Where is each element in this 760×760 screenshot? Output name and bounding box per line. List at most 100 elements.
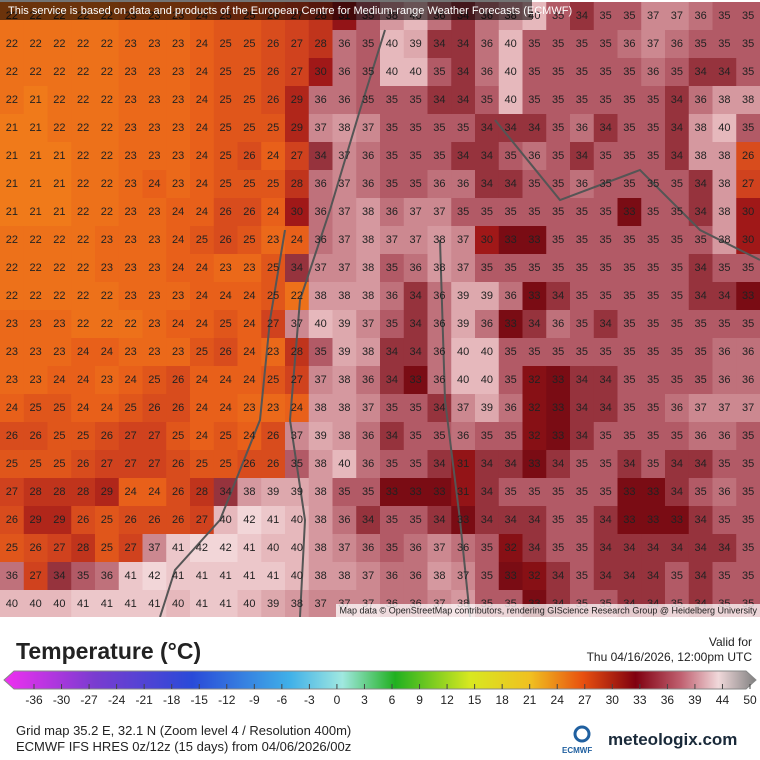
temp-value: 40 bbox=[172, 598, 184, 610]
temp-cell bbox=[593, 310, 618, 339]
temp-value: 36 bbox=[362, 150, 374, 162]
temp-value: 40 bbox=[386, 38, 398, 50]
temp-value: 34 bbox=[718, 542, 730, 554]
temp-value: 33 bbox=[623, 486, 635, 498]
temp-cell bbox=[617, 86, 642, 115]
temp-cell bbox=[736, 30, 760, 59]
temp-value: 23 bbox=[148, 262, 160, 274]
temp-cell bbox=[380, 394, 405, 423]
temp-cell bbox=[617, 114, 642, 143]
temp-cell bbox=[380, 478, 405, 507]
temp-cell bbox=[23, 366, 48, 395]
temp-cell bbox=[166, 170, 191, 199]
temp-value: 23 bbox=[267, 402, 279, 414]
temp-value: 37 bbox=[362, 318, 374, 330]
temp-value: 40 bbox=[315, 318, 327, 330]
temp-cell bbox=[190, 170, 215, 199]
temp-cell bbox=[23, 170, 48, 199]
temp-value: 36 bbox=[315, 206, 327, 218]
temp-cell bbox=[261, 534, 286, 563]
temp-cell bbox=[546, 114, 571, 143]
temp-cell bbox=[261, 562, 286, 591]
temp-value: 24 bbox=[77, 402, 89, 414]
temp-cell bbox=[593, 282, 618, 311]
temp-cell bbox=[308, 58, 333, 87]
temp-cell bbox=[665, 2, 690, 31]
temp-cell bbox=[285, 170, 310, 199]
temp-cell bbox=[593, 226, 618, 255]
temp-value: 24 bbox=[243, 374, 255, 386]
temp-value: 35 bbox=[647, 430, 659, 442]
temp-cell bbox=[190, 366, 215, 395]
temp-value: 23 bbox=[125, 150, 137, 162]
temp-value: 34 bbox=[600, 570, 612, 582]
temp-cell bbox=[736, 58, 760, 87]
temp-value: 35 bbox=[505, 262, 517, 274]
temp-value: 35 bbox=[600, 486, 612, 498]
temp-value: 35 bbox=[576, 66, 588, 78]
temp-cell bbox=[475, 142, 500, 171]
temp-cell bbox=[71, 142, 96, 171]
temp-value: 23 bbox=[148, 234, 160, 246]
temp-cell bbox=[285, 254, 310, 283]
temp-value: 28 bbox=[196, 486, 208, 498]
temp-cell bbox=[475, 254, 500, 283]
temp-cell bbox=[546, 422, 571, 451]
temp-cell bbox=[190, 226, 215, 255]
temp-cell bbox=[451, 114, 476, 143]
temp-value: 35 bbox=[576, 486, 588, 498]
temp-cell bbox=[47, 450, 72, 479]
temp-value: 24 bbox=[291, 234, 303, 246]
temp-cell bbox=[166, 282, 191, 311]
temp-value: 25 bbox=[196, 346, 208, 358]
temp-value: 22 bbox=[101, 206, 113, 218]
temp-cell bbox=[522, 30, 547, 59]
temp-cell bbox=[593, 114, 618, 143]
temp-value: 24 bbox=[125, 486, 137, 498]
temp-value: 34 bbox=[457, 66, 469, 78]
temp-value: 40 bbox=[481, 346, 493, 358]
temp-cell bbox=[475, 58, 500, 87]
brand[interactable]: meteologix.com bbox=[608, 730, 738, 749]
temp-value: 23 bbox=[243, 262, 255, 274]
temp-cell bbox=[142, 254, 167, 283]
temp-value: 34 bbox=[600, 374, 612, 386]
temp-value: 38 bbox=[695, 122, 707, 134]
temp-value: 26 bbox=[267, 38, 279, 50]
temp-cell bbox=[427, 86, 452, 115]
temp-value: 35 bbox=[742, 514, 754, 526]
temp-cell bbox=[712, 226, 737, 255]
notice: This service is based on data and produc… bbox=[8, 5, 572, 17]
temp-value: 34 bbox=[576, 150, 588, 162]
temp-value: 34 bbox=[552, 458, 564, 470]
temp-cell bbox=[261, 310, 286, 339]
temp-value: 36 bbox=[338, 66, 350, 78]
temp-cell bbox=[118, 114, 143, 143]
temp-value: 22 bbox=[6, 290, 18, 302]
temp-cell bbox=[665, 254, 690, 283]
temp-value: 37 bbox=[338, 150, 350, 162]
temp-cell bbox=[23, 198, 48, 227]
temp-cell bbox=[380, 366, 405, 395]
temp-value: 38 bbox=[315, 514, 327, 526]
temp-value: 38 bbox=[362, 346, 374, 358]
temp-cell bbox=[285, 478, 310, 507]
temp-cell bbox=[237, 254, 262, 283]
temp-value: 42 bbox=[148, 570, 160, 582]
temp-value: 34 bbox=[291, 262, 303, 274]
temp-value: 34 bbox=[528, 514, 540, 526]
colorbar-label: 24 bbox=[551, 693, 565, 707]
temp-value: 38 bbox=[433, 234, 445, 246]
temp-value: 36 bbox=[505, 402, 517, 414]
temp-cell bbox=[498, 422, 523, 451]
temp-value: 35 bbox=[600, 346, 612, 358]
temp-cell bbox=[308, 338, 333, 367]
temp-value: 36 bbox=[552, 318, 564, 330]
temp-value: 36 bbox=[647, 66, 659, 78]
temp-cell bbox=[736, 226, 760, 255]
temp-value: 34 bbox=[433, 514, 445, 526]
temp-value: 34 bbox=[576, 430, 588, 442]
temp-cell bbox=[593, 478, 618, 507]
temp-cell bbox=[641, 366, 666, 395]
temp-value: 40 bbox=[718, 122, 730, 134]
